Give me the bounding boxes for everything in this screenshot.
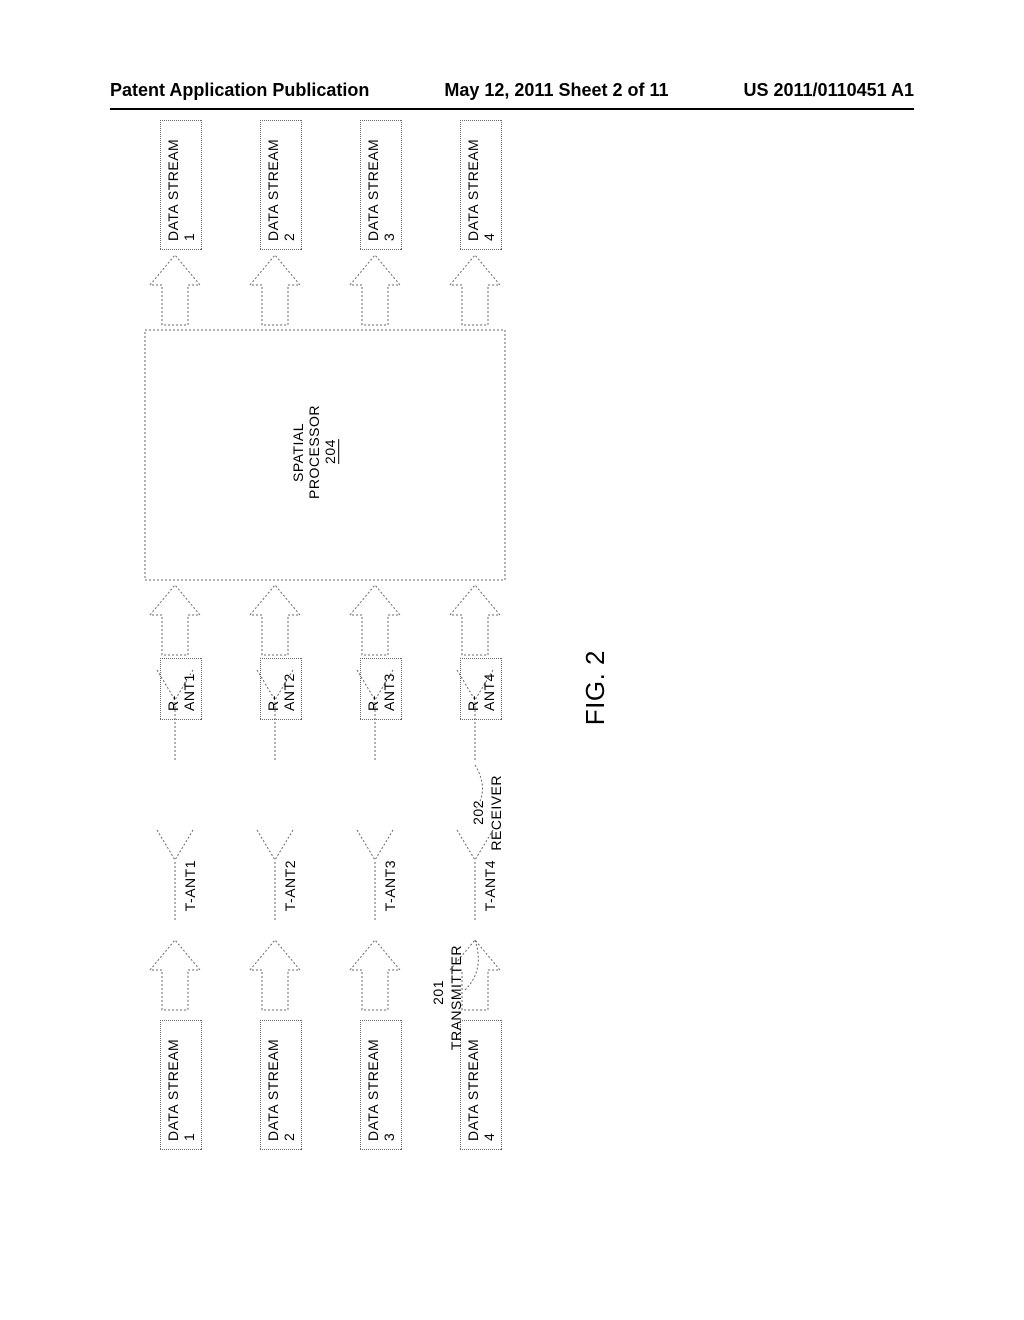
spatial-processor-ref: 204 <box>322 440 338 465</box>
tx-stream-1: DATA STREAM 1 <box>160 1020 202 1150</box>
out-stream-2: DATA STREAM 2 <box>260 120 302 250</box>
t-ant-1-label: T-ANT1 <box>182 860 198 911</box>
receiver-label: RECEIVER <box>488 775 504 851</box>
t-ant-4-label: T-ANT4 <box>482 860 498 911</box>
r-ant-3: R-ANT3 <box>360 658 402 720</box>
processor-word: PROCESSOR <box>306 405 322 499</box>
transmitter-label: TRANSMITTER <box>448 945 464 1050</box>
receiver-ref: 202 <box>470 800 486 825</box>
spatial-processor-label: SPATIAL PROCESSOR 204 <box>290 405 338 499</box>
header-center: May 12, 2011 Sheet 2 of 11 <box>444 80 668 101</box>
spatial-word: SPATIAL <box>290 422 306 481</box>
diagram-svg <box>130 150 890 1170</box>
t-ant-3-label: T-ANT3 <box>382 860 398 911</box>
tx-stream-4: DATA STREAM 4 <box>460 1020 502 1150</box>
r-ant-1: R-ANT1 <box>160 658 202 720</box>
figure-label: FIG. 2 <box>580 650 611 725</box>
header-divider <box>110 108 914 110</box>
out-stream-1: DATA STREAM 1 <box>160 120 202 250</box>
r-ant-4: R-ANT4 <box>460 658 502 720</box>
figure-2-diagram: FIG. 2 <box>130 150 890 1170</box>
tx-stream-2: DATA STREAM 2 <box>260 1020 302 1150</box>
t-ant-2-label: T-ANT2 <box>282 860 298 911</box>
r-ant-2: R-ANT2 <box>260 658 302 720</box>
transmitter-ref: 201 <box>430 980 446 1005</box>
out-stream-3: DATA STREAM 3 <box>360 120 402 250</box>
tx-stream-3: DATA STREAM 3 <box>360 1020 402 1150</box>
patent-header: Patent Application Publication May 12, 2… <box>0 80 1024 101</box>
header-right: US 2011/0110451 A1 <box>744 80 914 101</box>
out-stream-4: DATA STREAM 4 <box>460 120 502 250</box>
header-left: Patent Application Publication <box>110 80 369 101</box>
